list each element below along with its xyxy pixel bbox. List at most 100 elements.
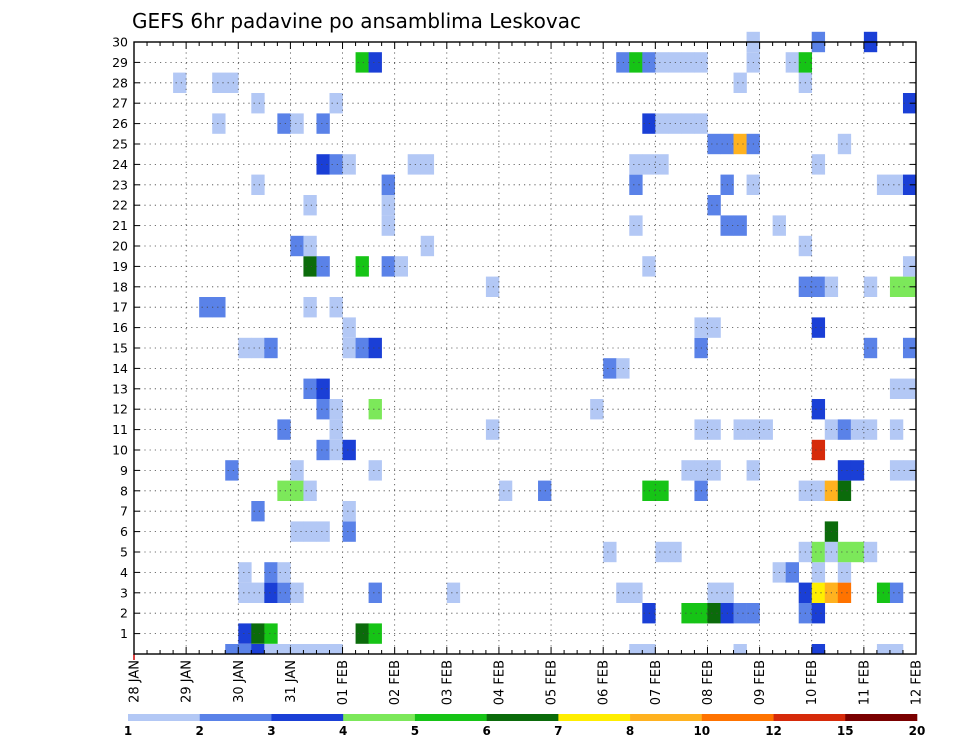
heatmap-cell	[368, 399, 382, 420]
x-tick-label: 09 FEB	[753, 660, 768, 705]
heatmap-cell	[238, 337, 252, 359]
heatmap-cell	[889, 582, 904, 603]
heatmap-cell	[264, 562, 278, 583]
y-tick-label: 3	[120, 585, 128, 600]
heatmap-cell	[733, 72, 747, 93]
heatmap-cell	[290, 480, 304, 501]
chart-title: GEFS 6hr padavine po ansamblima Leskovac	[132, 9, 581, 33]
heatmap-cell	[811, 603, 826, 624]
legend-label: 7	[554, 724, 562, 738]
heatmap-cell	[238, 644, 252, 654]
heatmap-cell	[733, 215, 747, 236]
heatmap-cell	[629, 52, 643, 73]
x-tick-label: 02 FEB	[388, 660, 403, 705]
heatmap-cell	[603, 358, 617, 379]
legend-swatch	[773, 714, 846, 721]
heatmap-cell	[225, 460, 239, 481]
heatmap-cell	[876, 644, 891, 654]
heatmap-cell	[498, 480, 513, 501]
heatmap-cell	[290, 644, 304, 654]
plot-frame	[133, 41, 917, 655]
heatmap-cell	[889, 460, 904, 481]
heatmap-cell	[889, 378, 904, 399]
heatmap-cell	[329, 644, 343, 654]
heatmap-cell	[368, 52, 382, 73]
x-tick-label: 03 FEB	[440, 660, 455, 705]
heatmap-cell	[681, 52, 695, 73]
heatmap-cell	[342, 317, 356, 338]
heatmap-cell	[251, 501, 265, 522]
heatmap-cell	[655, 154, 669, 175]
heatmap-cell	[707, 133, 721, 155]
heatmap-cell	[889, 174, 904, 195]
heatmap-cell	[381, 215, 395, 236]
heatmap-cell	[173, 72, 187, 93]
y-tick-label: 1	[120, 626, 128, 641]
x-tick-label: 30 JAN	[232, 660, 247, 703]
heatmap-cell	[238, 562, 252, 583]
y-tick-label: 23	[112, 177, 128, 192]
y-tick-label: 10	[112, 443, 128, 458]
heatmap-cell	[811, 562, 826, 583]
heatmap-cell	[303, 480, 317, 501]
heatmap-cell	[212, 113, 226, 134]
heatmap-cell	[316, 378, 330, 399]
heatmap-cell	[238, 623, 252, 644]
heatmap-cell	[811, 644, 826, 654]
heatmap-cell	[629, 582, 643, 603]
heatmap-cell	[290, 113, 304, 134]
heatmap-cell	[316, 113, 330, 134]
heatmap-cell	[837, 480, 852, 501]
x-tick-label: 29 JAN	[180, 660, 195, 703]
x-tick-label: 05 FEB	[545, 660, 560, 705]
heatmap-cell	[329, 399, 343, 420]
heatmap-cell	[212, 72, 226, 93]
heatmap-cell	[811, 154, 826, 175]
legend-label: 5	[411, 724, 419, 738]
legend-label: 3	[267, 724, 275, 738]
y-tick-label: 18	[112, 279, 128, 294]
color-legend: 1 2 3 4 5 6 7 8 10 12 15 20	[124, 714, 925, 738]
heatmap-cell	[303, 297, 317, 318]
heatmap-cell	[785, 52, 799, 73]
legend-swatch	[630, 714, 703, 721]
heatmap-cell	[863, 337, 878, 359]
heatmap-cell	[733, 603, 747, 624]
heatmap-cell	[277, 644, 291, 654]
heatmap-cell	[381, 174, 395, 195]
heatmap-cell	[837, 541, 852, 563]
heatmap-cell	[707, 603, 721, 624]
x-tick-label: 12 FEB	[910, 660, 925, 705]
heatmap-cell	[329, 154, 343, 175]
heatmap-cell	[629, 644, 643, 654]
heatmap-cell	[629, 174, 643, 195]
y-tick-label: 17	[112, 300, 128, 315]
heatmap-cell	[811, 317, 826, 338]
heatmap-cell	[290, 235, 304, 257]
y-tick-label: 7	[120, 504, 128, 519]
heatmap-cell	[355, 52, 369, 73]
heatmap-cell	[251, 337, 265, 359]
y-tick-label: 16	[112, 320, 128, 335]
heatmap-cell	[681, 460, 695, 481]
heatmap-cell	[811, 480, 826, 501]
heatmap-cell	[642, 644, 656, 654]
legend-swatch	[128, 714, 201, 721]
heatmap-cell	[707, 317, 721, 338]
heatmap-cell	[303, 378, 317, 399]
x-tick-label: 01 FEB	[336, 660, 351, 705]
heatmap-cell	[889, 276, 904, 297]
heatmap-cell	[629, 215, 643, 236]
legend-swatch	[486, 714, 559, 721]
heatmap-cell	[303, 195, 317, 216]
x-tick-label: 10 FEB	[805, 660, 820, 705]
legend-label: 15	[837, 724, 854, 738]
heatmap-cell	[837, 460, 852, 481]
y-tick-label: 15	[112, 341, 128, 356]
heatmap-cell	[316, 256, 330, 277]
heatmap-cells	[173, 31, 917, 654]
heatmap-cell	[863, 541, 878, 563]
heatmap-cell	[264, 644, 278, 654]
legend-label: 2	[196, 724, 204, 738]
heatmap-cell	[733, 644, 747, 654]
